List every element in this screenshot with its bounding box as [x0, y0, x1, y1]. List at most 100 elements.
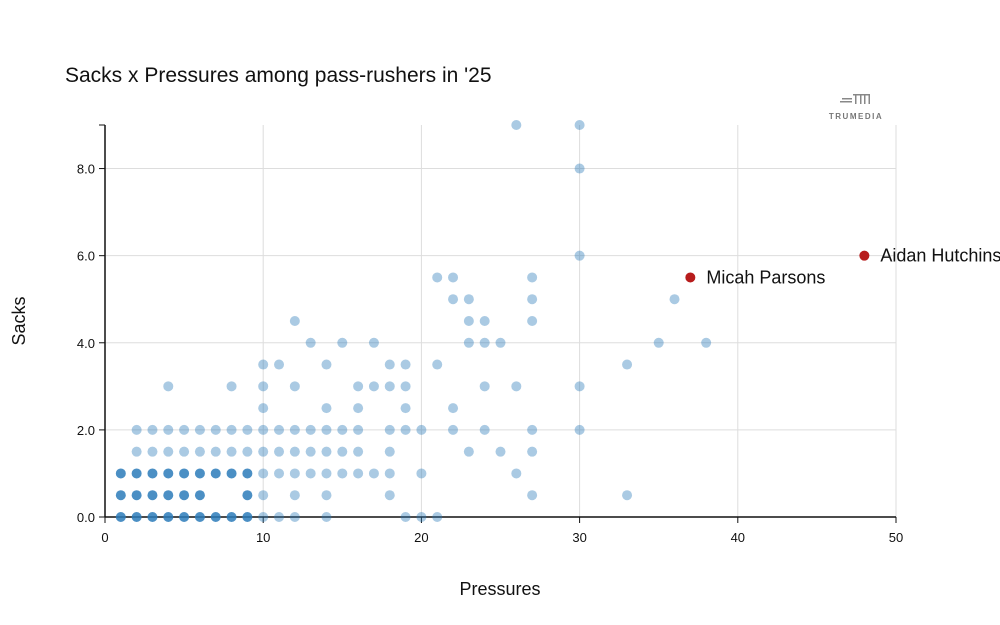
data-point[interactable]: [305, 468, 316, 479]
data-point[interactable]: [163, 424, 174, 435]
data-point[interactable]: [194, 468, 205, 479]
data-point[interactable]: [289, 490, 300, 501]
data-point[interactable]: [448, 424, 459, 435]
data-point[interactable]: [274, 359, 285, 370]
data-point[interactable]: [258, 424, 269, 435]
data-point[interactable]: [448, 272, 459, 283]
data-point[interactable]: [669, 294, 680, 305]
data-point[interactable]: [511, 381, 522, 392]
data-point[interactable]: [274, 446, 285, 457]
data-point[interactable]: [147, 424, 158, 435]
data-point[interactable]: [242, 490, 253, 501]
data-point[interactable]: [463, 337, 474, 348]
data-point[interactable]: [258, 446, 269, 457]
data-point[interactable]: [448, 294, 459, 305]
data-point[interactable]: [384, 381, 395, 392]
data-point[interactable]: [527, 446, 538, 457]
data-point[interactable]: [574, 250, 585, 261]
data-point[interactable]: [179, 424, 190, 435]
data-point[interactable]: [622, 359, 633, 370]
data-point[interactable]: [432, 272, 443, 283]
data-point[interactable]: [416, 512, 427, 522]
data-point[interactable]: [432, 512, 443, 522]
data-point[interactable]: [226, 381, 237, 392]
data-point[interactable]: [163, 468, 174, 479]
data-point[interactable]: [194, 424, 205, 435]
data-point[interactable]: [495, 446, 506, 457]
data-point[interactable]: [305, 424, 316, 435]
data-point[interactable]: [384, 424, 395, 435]
data-point[interactable]: [289, 381, 300, 392]
data-point[interactable]: [210, 446, 221, 457]
data-point[interactable]: [527, 272, 538, 283]
data-point[interactable]: [416, 424, 427, 435]
data-point[interactable]: [163, 512, 174, 522]
data-point[interactable]: [353, 403, 364, 414]
data-point[interactable]: [400, 403, 411, 414]
data-point[interactable]: [115, 512, 126, 522]
data-point[interactable]: [337, 337, 348, 348]
data-point[interactable]: [400, 359, 411, 370]
data-point[interactable]: [400, 381, 411, 392]
data-point[interactable]: [258, 512, 269, 522]
data-point[interactable]: [131, 490, 142, 501]
data-point[interactable]: [479, 381, 490, 392]
data-point[interactable]: [495, 337, 506, 348]
data-point[interactable]: [479, 316, 490, 326]
data-point[interactable]: [274, 512, 285, 522]
data-point[interactable]: [274, 468, 285, 479]
data-point[interactable]: [258, 490, 269, 501]
data-point[interactable]: [194, 490, 205, 501]
data-point[interactable]: [305, 446, 316, 457]
data-point[interactable]: [432, 359, 443, 370]
data-point[interactable]: [400, 512, 411, 522]
data-point[interactable]: [337, 446, 348, 457]
data-point[interactable]: [289, 424, 300, 435]
data-point[interactable]: [337, 424, 348, 435]
highlighted-point[interactable]: [859, 250, 870, 261]
data-point[interactable]: [511, 120, 522, 130]
data-point[interactable]: [653, 337, 664, 348]
data-point[interactable]: [163, 446, 174, 457]
data-point[interactable]: [368, 468, 379, 479]
data-point[interactable]: [258, 381, 269, 392]
data-point[interactable]: [384, 446, 395, 457]
data-point[interactable]: [416, 468, 427, 479]
data-point[interactable]: [527, 316, 538, 326]
data-point[interactable]: [147, 446, 158, 457]
data-point[interactable]: [701, 337, 712, 348]
data-point[interactable]: [194, 512, 205, 522]
data-point[interactable]: [321, 424, 332, 435]
data-point[interactable]: [368, 337, 379, 348]
data-point[interactable]: [274, 424, 285, 435]
data-point[interactable]: [353, 468, 364, 479]
data-point[interactable]: [321, 359, 332, 370]
data-point[interactable]: [321, 490, 332, 501]
data-point[interactable]: [131, 468, 142, 479]
data-point[interactable]: [242, 446, 253, 457]
data-point[interactable]: [115, 490, 126, 501]
data-point[interactable]: [210, 512, 221, 522]
data-point[interactable]: [622, 490, 633, 501]
data-point[interactable]: [479, 337, 490, 348]
data-point[interactable]: [226, 468, 237, 479]
data-point[interactable]: [194, 446, 205, 457]
data-point[interactable]: [574, 120, 585, 130]
data-point[interactable]: [179, 490, 190, 501]
data-point[interactable]: [400, 424, 411, 435]
data-point[interactable]: [163, 490, 174, 501]
data-point[interactable]: [258, 359, 269, 370]
data-point[interactable]: [321, 512, 332, 522]
data-point[interactable]: [147, 490, 158, 501]
data-point[interactable]: [574, 381, 585, 392]
data-point[interactable]: [131, 512, 142, 522]
data-point[interactable]: [210, 468, 221, 479]
data-point[interactable]: [289, 446, 300, 457]
data-point[interactable]: [448, 403, 459, 414]
data-point[interactable]: [210, 424, 221, 435]
data-point[interactable]: [527, 424, 538, 435]
data-point[interactable]: [289, 316, 300, 326]
data-point[interactable]: [321, 446, 332, 457]
data-point[interactable]: [527, 294, 538, 305]
data-point[interactable]: [226, 446, 237, 457]
